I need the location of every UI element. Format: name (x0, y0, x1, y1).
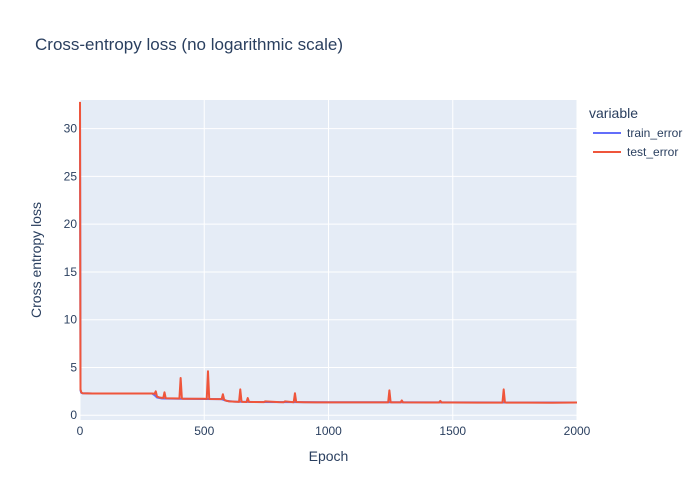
series-layer (79, 101, 578, 404)
legend-label-train_error: train_error (627, 126, 682, 140)
x-tick-label: 2000 (564, 424, 591, 438)
x-axis-ticks: 0 500 1000 1500 2000 (77, 424, 591, 438)
y-tick-label: 25 (64, 169, 78, 183)
y-tick-label: 30 (64, 122, 78, 136)
legend: variable train_error test_error (589, 105, 682, 159)
y-tick-label: 10 (64, 313, 78, 327)
series-line-test_error (79, 101, 578, 404)
y-tick-label: 15 (64, 265, 78, 279)
y-tick-label: 5 (70, 360, 77, 374)
x-axis-title: Epoch (309, 448, 349, 464)
legend-label-test_error: test_error (627, 145, 678, 159)
grid (79, 100, 578, 420)
legend-title: variable (589, 105, 638, 121)
y-axis-ticks: 0 5 10 15 20 25 30 (64, 122, 78, 423)
x-tick-label: 1000 (315, 424, 342, 438)
y-tick-label: 0 (70, 408, 77, 422)
x-tick-label: 0 (77, 424, 84, 438)
x-tick-label: 1500 (439, 424, 466, 438)
x-tick-label: 500 (194, 424, 214, 438)
y-axis-title: Cross entropy loss (28, 202, 44, 318)
y-tick-label: 20 (64, 217, 78, 231)
chart-title: Cross-entropy loss (no logarithmic scale… (35, 35, 343, 54)
